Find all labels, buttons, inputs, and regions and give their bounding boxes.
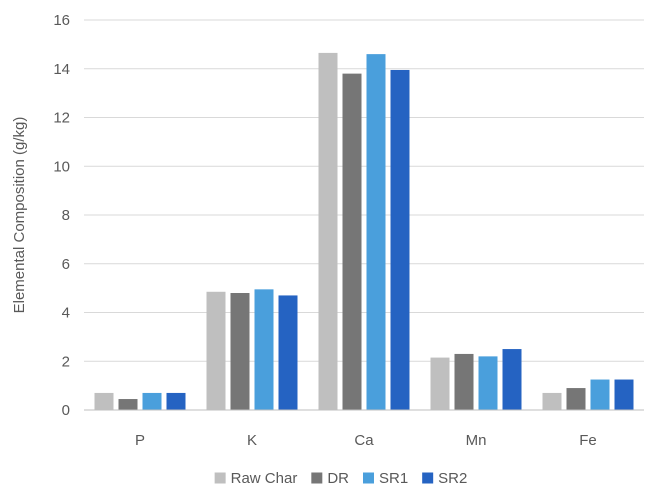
- y-tick-label-7: 14: [53, 61, 70, 78]
- y-tick-label-3: 6: [62, 256, 70, 273]
- legend-label: DR: [327, 470, 349, 487]
- bar-ca-raw-char: [318, 52, 338, 410]
- bar-mn-sr2: [502, 349, 522, 410]
- legend-label: SR2: [438, 470, 467, 487]
- x-axis-ticks: P K Ca Mn Fe: [135, 432, 597, 449]
- bar-p-sr1: [142, 392, 162, 410]
- legend: Raw Char DR SR1 SR2: [214, 470, 467, 487]
- bar-mn-dr: [454, 353, 474, 410]
- bar-fe-sr2: [614, 379, 634, 410]
- legend-item-sr1: SR1: [362, 470, 408, 487]
- bar-mn-sr1: [478, 356, 498, 410]
- bar-ca-dr: [342, 73, 362, 410]
- y-tick-label-4: 8: [62, 207, 70, 224]
- y-tick-label-8: 16: [53, 12, 70, 29]
- x-tick-label-k: K: [247, 432, 257, 449]
- x-tick-label-ca: Ca: [354, 432, 374, 449]
- legend-label: Raw Char: [231, 470, 298, 487]
- bar-fe-raw-char: [542, 392, 562, 410]
- bar-ca-sr2: [390, 69, 410, 410]
- bar-k-dr: [230, 293, 250, 410]
- legend-swatch: [214, 472, 226, 484]
- bar-fe-sr1: [590, 379, 610, 410]
- bar-k-sr1: [254, 289, 274, 410]
- bar-ca-sr1: [366, 54, 386, 410]
- x-tick-label-p: P: [135, 432, 145, 449]
- bar-fe-dr: [566, 388, 586, 410]
- legend-swatch: [422, 472, 434, 484]
- x-tick-label-fe: Fe: [579, 432, 597, 449]
- y-tick-label-5: 10: [53, 158, 70, 175]
- bar-p-raw-char: [94, 392, 114, 410]
- bar-mn-raw-char: [430, 357, 450, 410]
- y-tick-label-1: 2: [62, 353, 70, 370]
- y-tick-label-2: 4: [62, 305, 70, 322]
- legend-label: SR1: [379, 470, 408, 487]
- bar-k-sr2: [278, 295, 298, 410]
- y-axis-title: Elemental Composition (g/kg): [11, 117, 28, 314]
- bar-p-dr: [118, 399, 138, 410]
- y-axis-ticks: 0 2 4 6 8 10 12 14 16: [53, 12, 70, 419]
- legend-item-raw-char: Raw Char: [214, 470, 298, 487]
- y-tick-label-0: 0: [62, 402, 70, 419]
- bar-p-sr2: [166, 392, 186, 410]
- legend-swatch: [311, 472, 323, 484]
- legend-item-dr: DR: [311, 470, 349, 487]
- legend-swatch: [362, 472, 374, 484]
- gridlines: [84, 19, 644, 362]
- bars: [94, 52, 634, 410]
- legend-item-sr2: SR2: [422, 470, 467, 487]
- y-tick-label-6: 12: [53, 110, 70, 127]
- x-tick-label-mn: Mn: [466, 432, 487, 449]
- bar-k-raw-char: [206, 291, 226, 410]
